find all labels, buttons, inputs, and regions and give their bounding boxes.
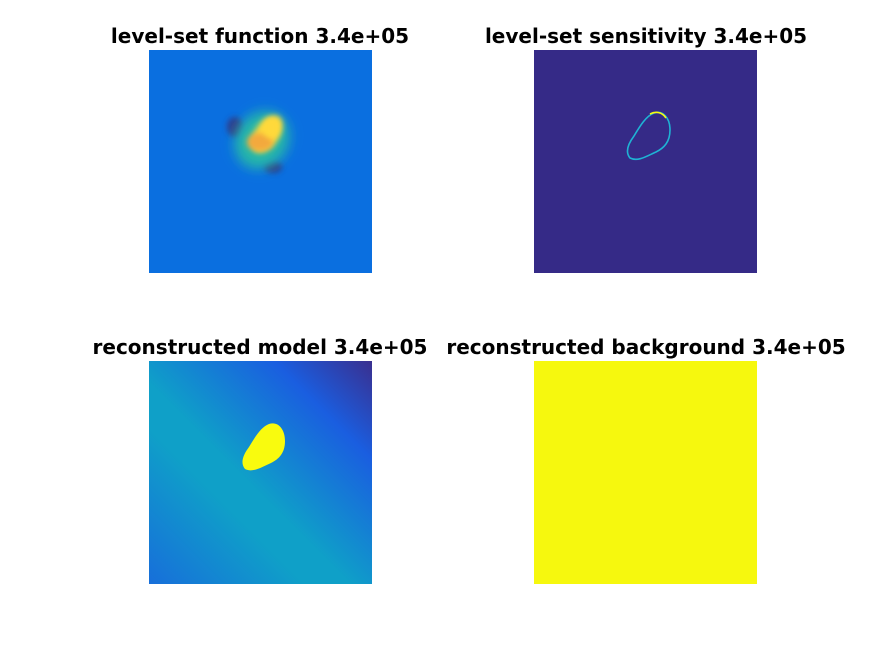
- heatmap-reconstructed-model: [149, 361, 372, 584]
- reconstructed-inclusion: [242, 423, 285, 471]
- heatmap-shading: [149, 361, 372, 584]
- heatmap-level-set-sensitivity: [534, 50, 757, 273]
- panel-title-level-set-function: level-set function 3.4e+05: [110, 24, 410, 48]
- heatmap-reconstructed-background: [534, 361, 757, 584]
- heatmap-level-set-function: [149, 50, 372, 273]
- positive-peak-top: [263, 118, 279, 138]
- panel-title-level-set-sensitivity: level-set sensitivity 3.4e+05: [484, 24, 808, 48]
- heatmap-background: [534, 50, 757, 273]
- heatmap-background: [534, 361, 757, 584]
- sensitivity-contour-highlight: [649, 111, 667, 119]
- positive-core: [247, 133, 273, 151]
- panel-title-reconstructed-model: reconstructed model 3.4e+05: [92, 335, 428, 359]
- panel-title-reconstructed-background: reconstructed background 3.4e+05: [446, 335, 846, 359]
